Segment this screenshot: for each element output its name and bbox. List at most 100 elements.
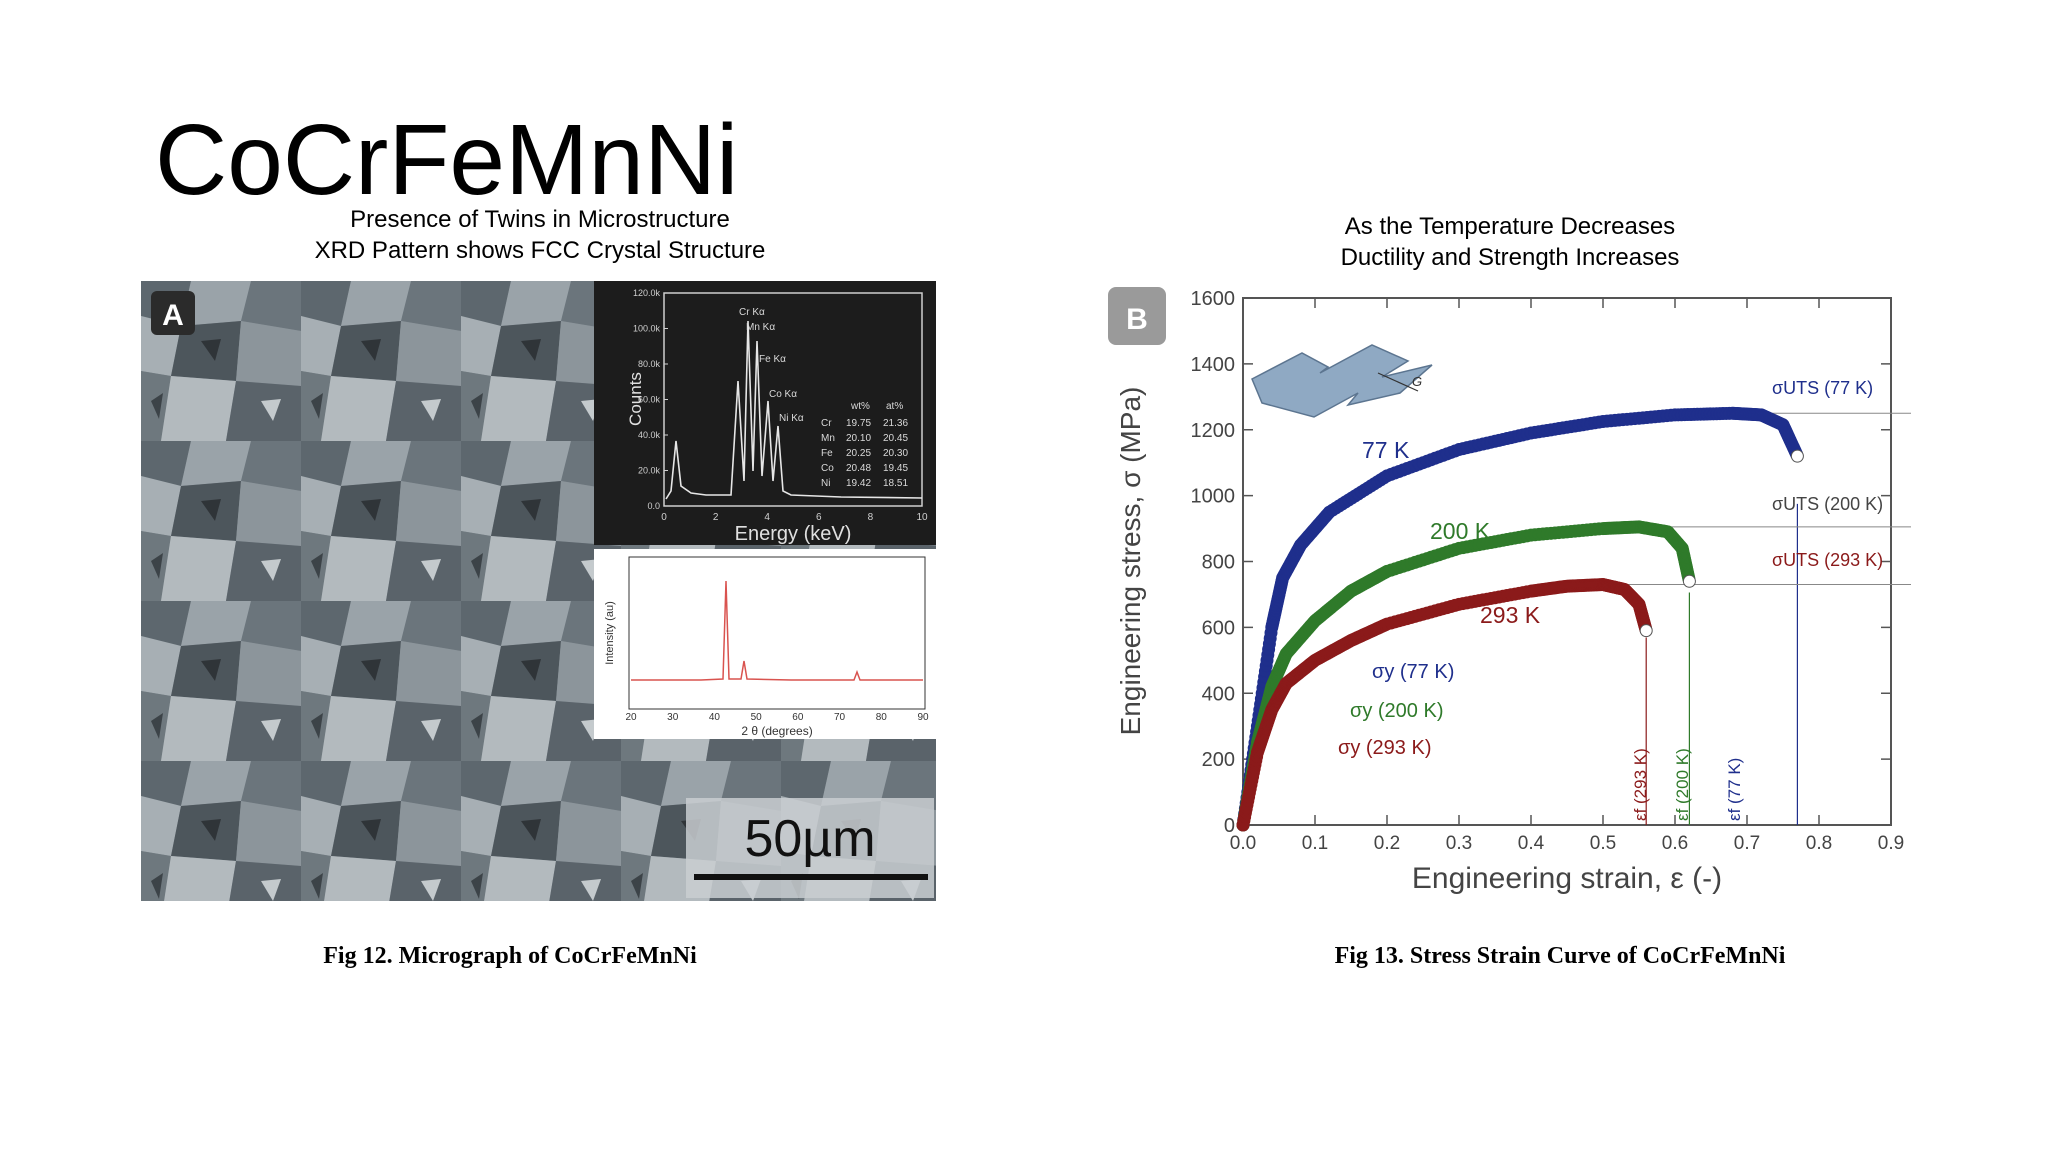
- edx-x-tick-label: 8: [868, 512, 874, 523]
- edx-x-ticks: 0 2 4 6 8 10: [661, 512, 928, 523]
- slide-title: CoCrFeMnNi: [155, 104, 739, 216]
- xrd-ylabel: Intensity (au): [604, 601, 616, 665]
- edx-y-tick-label: 80.0k: [638, 359, 661, 369]
- xrd-x-tick-label: 30: [667, 712, 679, 723]
- x-tick-label: 0.7: [1734, 833, 1760, 854]
- edx-table-element: Mn: [821, 433, 835, 444]
- label-fracture-200k: εf (200 K): [1673, 748, 1692, 821]
- panel-label-a: A: [162, 299, 184, 332]
- edx-table-header-at: at%: [886, 401, 903, 412]
- xrd-x-tick-label: 20: [625, 712, 637, 723]
- edx-y-tick-label: 120.0k: [633, 288, 661, 298]
- right-subtitle-line-1: As the Temperature Decreases: [1344, 213, 1676, 240]
- label-293k: 293 K: [1480, 602, 1541, 628]
- y-tick-label: 1400: [1191, 354, 1236, 376]
- xrd-inset: Intensity (au) 20 30 40 50 60 70 80 90 2 θ (deg…: [594, 549, 936, 739]
- label-200k: 200 K: [1430, 518, 1491, 544]
- edx-table-at: 21.36: [883, 418, 908, 429]
- edx-y-tick-label: 60.0k: [638, 395, 661, 405]
- edx-table-wt: 20.48: [846, 463, 871, 474]
- figure-12-caption: Fig 12. Micrograph of CoCrFeMnNi: [323, 943, 697, 969]
- x-tick-label: 0.1: [1302, 833, 1328, 854]
- edx-table-at: 18.51: [883, 478, 908, 489]
- fracture-point: [1639, 624, 1653, 638]
- left-subtitle: Presence of Twins in Microstructure XRD …: [260, 204, 820, 266]
- y-tick-label: 600: [1202, 617, 1235, 639]
- xrd-x-tick-label: 40: [709, 712, 721, 723]
- panel-label-b-box: [1108, 287, 1166, 345]
- xrd-x-tick-label: 80: [876, 712, 888, 723]
- edx-table-at: 20.30: [883, 448, 908, 459]
- label-77k: 77 K: [1362, 437, 1410, 463]
- x-tick-label: 0.5: [1590, 833, 1616, 854]
- x-tick-label: 0.4: [1518, 833, 1545, 854]
- series-293k: [1236, 578, 1653, 832]
- edx-peak-cr: Cr Kα: [739, 307, 765, 318]
- micrograph-figure: A 0.0 20.0k 40.0k 60.0k 80.0k 100.0k 120.0k 0 2…: [141, 281, 936, 901]
- xrd-pattern-line: [631, 580, 923, 681]
- edx-peak-ni: Ni Kα: [779, 413, 804, 424]
- edx-x-tick-label: 6: [816, 512, 822, 523]
- label-fracture-293k: εf (293 K): [1631, 748, 1650, 821]
- edx-peak-co: Co Kα: [769, 389, 797, 400]
- gauge-label: G: [1412, 374, 1422, 389]
- edx-y-tick-label: 0.0: [647, 501, 660, 511]
- xrd-axes-frame: [628, 556, 926, 710]
- left-subtitle-line-1: Presence of Twins in Microstructure: [350, 206, 730, 233]
- stress-strain-figure: B G 0 200 400 600 800 1000 1200 1400 1600 0.0 0.1…: [1100, 281, 1920, 906]
- label-uts-200k: σUTS (200 K): [1772, 494, 1883, 514]
- y-axis-ticks: 0 200 400 600 800 1000 1200 1400 1600: [1191, 288, 1891, 837]
- annotation-guides: [1603, 412, 1911, 825]
- scale-bar: 50µm: [686, 798, 934, 898]
- xrd-xlabel: 2 θ (degrees): [741, 724, 812, 738]
- edx-xlabel: Energy (keV): [735, 523, 852, 545]
- scale-bar-line: [694, 874, 928, 880]
- edx-peak-mn: Mn Kα: [746, 322, 775, 333]
- x-tick-label: 0.3: [1446, 833, 1472, 854]
- xrd-x-tick-label: 90: [917, 712, 929, 723]
- edx-table-wt: 19.75: [846, 418, 871, 429]
- y-tick-label: 200: [1202, 749, 1235, 771]
- x-tick-label: 0.6: [1662, 833, 1688, 854]
- x-tick-label: 0.2: [1374, 833, 1400, 854]
- edx-x-tick-label: 4: [764, 512, 770, 523]
- right-subtitle: As the Temperature Decreases Ductility a…: [1270, 211, 1750, 273]
- label-yield-293k: σy (293 K): [1338, 737, 1432, 759]
- y-tick-label: 400: [1202, 683, 1235, 705]
- edx-y-tick-label: 20.0k: [638, 466, 661, 476]
- label-yield-77k: σy (77 K): [1372, 661, 1454, 683]
- fracture-point: [1682, 574, 1696, 588]
- figure-13-caption: Fig 13. Stress Strain Curve of CoCrFeMnN…: [1334, 943, 1786, 969]
- edx-table-at: 19.45: [883, 463, 908, 474]
- stress-strain-chart: B G 0 200 400 600 800 1000 1200 1400 1600 0.0 0.1…: [1100, 281, 1920, 906]
- xrd-x-ticks: 20 30 40 50 60 70 80 90: [625, 712, 929, 723]
- edx-x-tick-label: 0: [661, 512, 667, 523]
- y-tick-label: 1200: [1191, 420, 1236, 442]
- edx-composition-table: wt% at% Cr 19.75 21.36 Mn 20.10 20.45 Fe 20.25 2…: [821, 401, 908, 489]
- edx-x-tick-label: 10: [916, 512, 928, 523]
- edx-table-element: Fe: [821, 448, 833, 459]
- label-uts-293k: σUTS (293 K): [1772, 550, 1883, 570]
- x-tick-label: 0.0: [1230, 833, 1256, 854]
- edx-table-wt: 20.25: [846, 448, 871, 459]
- panel-label-b: B: [1126, 303, 1148, 336]
- x-axis-ticks: 0.0 0.1 0.2 0.3 0.4 0.5 0.6 0.7 0.8 0.9: [1230, 298, 1904, 854]
- xrd-x-tick-label: 50: [751, 712, 763, 723]
- fracture-point: [1790, 449, 1804, 463]
- tensile-specimen-sketch: G: [1251, 344, 1433, 418]
- edx-table-wt: 19.42: [846, 478, 871, 489]
- edx-y-tick-label: 40.0k: [638, 430, 661, 440]
- x-tick-label: 0.8: [1806, 833, 1832, 854]
- y-tick-label: 0: [1224, 815, 1235, 837]
- y-tick-label: 1600: [1191, 288, 1236, 310]
- scale-bar-label: 50µm: [744, 810, 875, 868]
- series-200k: [1236, 520, 1696, 832]
- y-axis-label: Engineering stress, σ (MPa): [1115, 387, 1146, 736]
- xrd-x-tick-label: 60: [792, 712, 804, 723]
- edx-table-at: 20.45: [883, 433, 908, 444]
- y-tick-label: 1000: [1191, 486, 1236, 508]
- data-series: [1236, 406, 1804, 832]
- edx-table-element: Ni: [821, 478, 830, 489]
- panel-label-a-box: [151, 291, 195, 335]
- edx-table-header-wt: wt%: [850, 401, 870, 412]
